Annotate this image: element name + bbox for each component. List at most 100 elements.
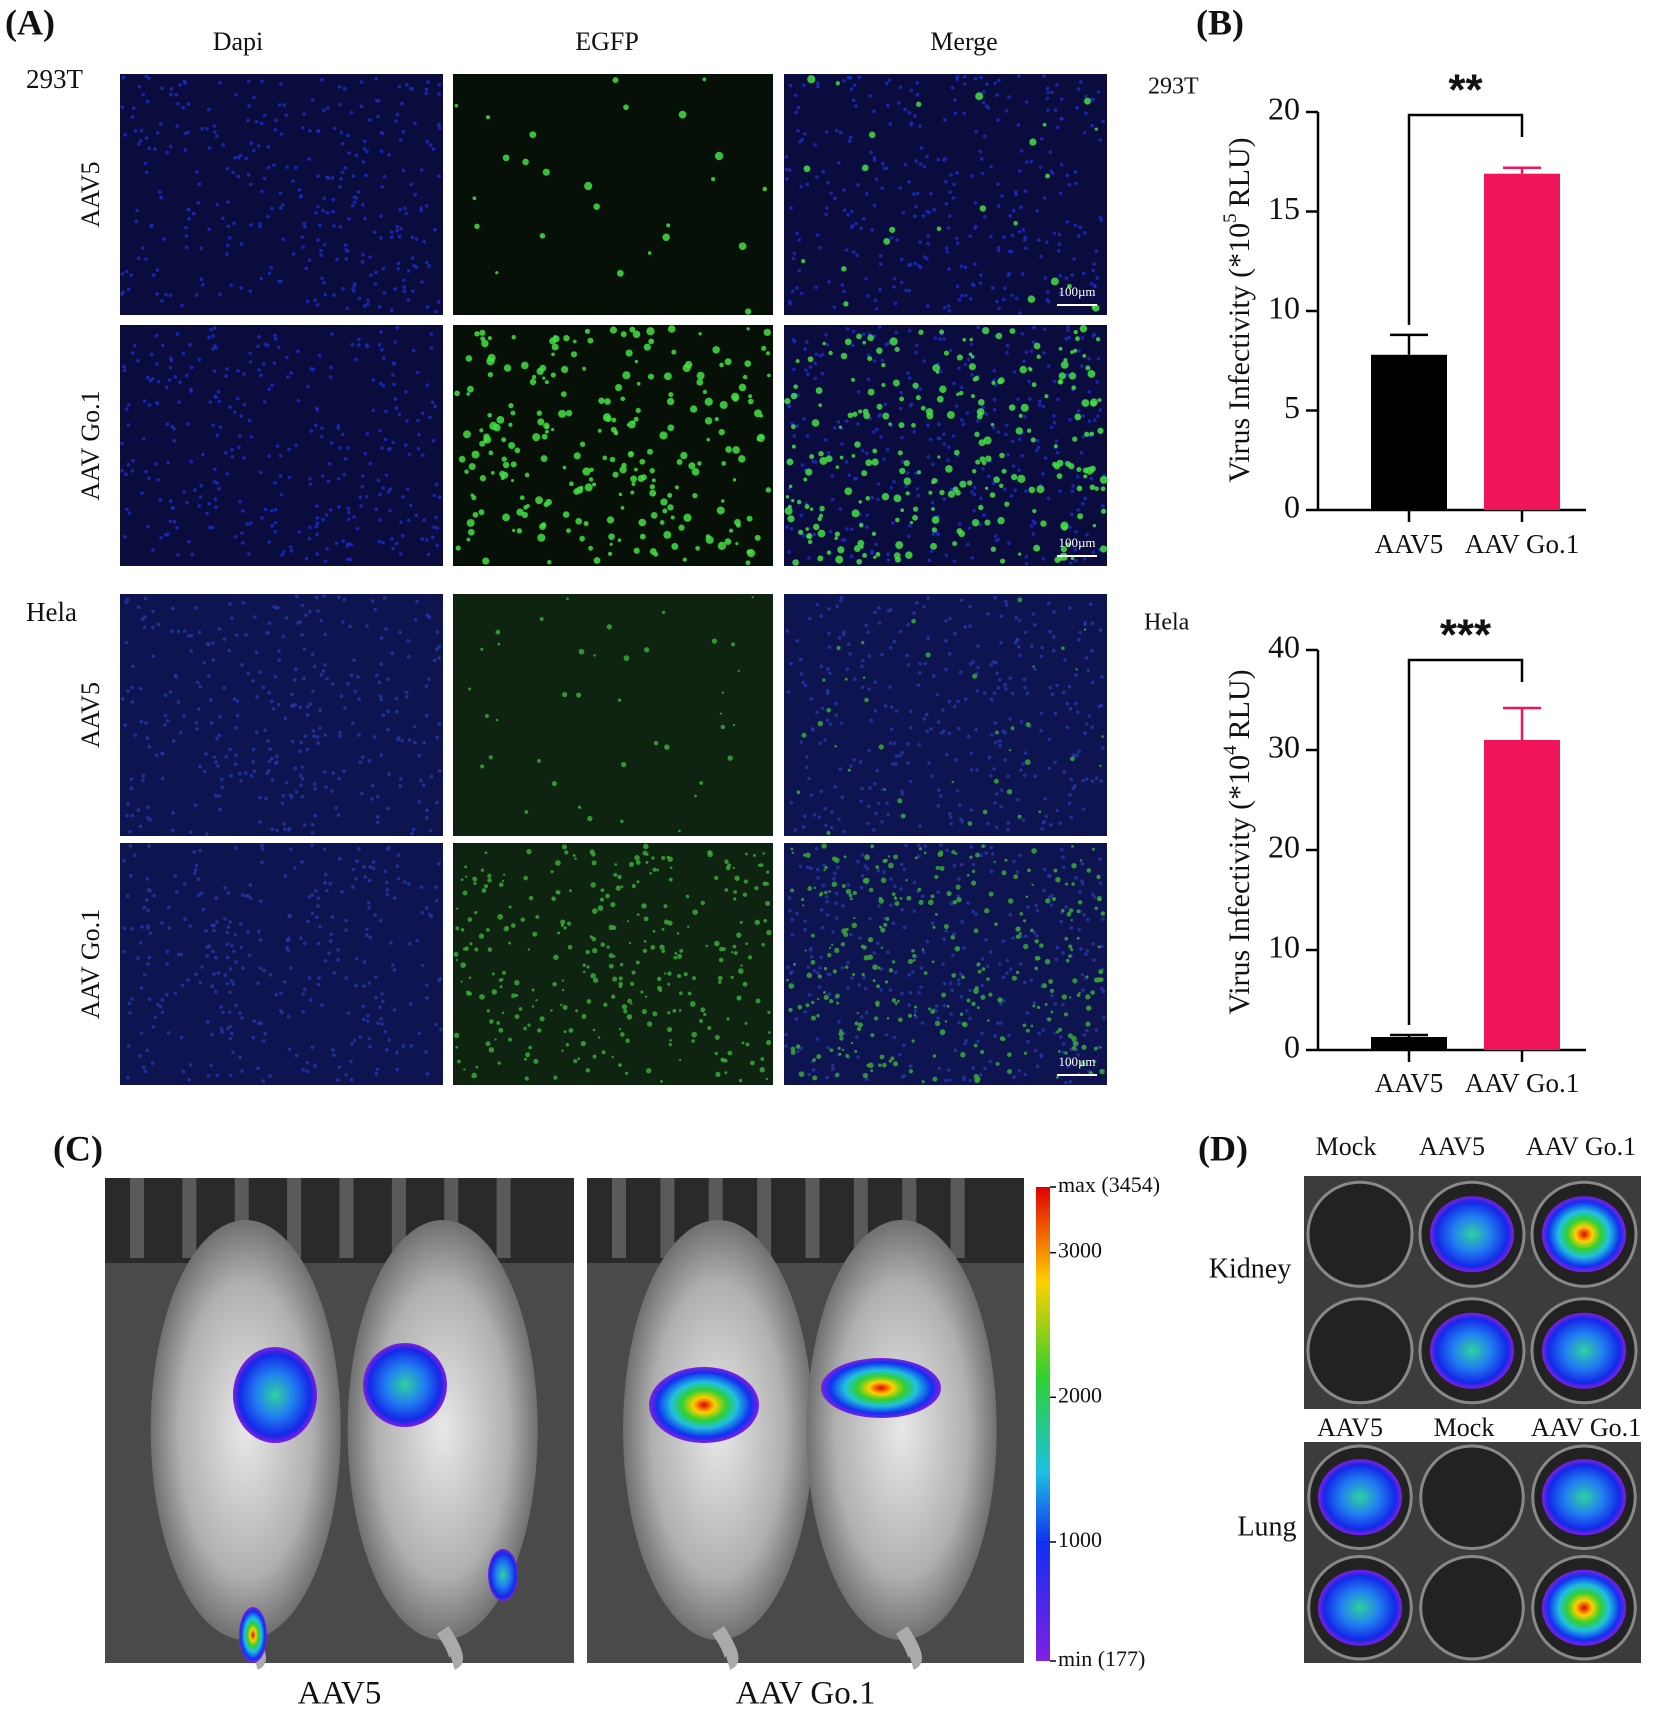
nucleus	[923, 661, 927, 666]
nucleus	[994, 825, 999, 830]
egfp-cell	[862, 553, 868, 558]
nucleus	[900, 789, 904, 793]
egfp-cell	[579, 441, 586, 447]
egfp-cell	[750, 1060, 755, 1066]
nucleus	[302, 647, 307, 651]
nucleus	[956, 978, 961, 982]
nucleus	[316, 204, 320, 209]
nucleus	[846, 985, 850, 990]
nucleus	[335, 257, 339, 262]
egfp-cell	[516, 528, 523, 534]
nucleus	[1083, 731, 1087, 735]
nucleus	[1008, 912, 1013, 917]
egfp-cell	[944, 1020, 948, 1023]
nucleus	[886, 812, 891, 817]
egfp-cell	[754, 886, 759, 891]
nucleus	[212, 928, 216, 933]
nucleus	[1053, 760, 1057, 765]
egfp-cell	[679, 1058, 682, 1062]
nucleus	[853, 677, 857, 682]
nucleus	[1009, 494, 1014, 498]
egfp-cell	[984, 486, 989, 490]
nucleus	[392, 968, 397, 972]
nucleus	[362, 139, 367, 144]
nucleus	[267, 387, 272, 392]
egfp-cell	[791, 851, 795, 855]
nucleus	[349, 542, 354, 547]
egfp-cell	[726, 1017, 730, 1021]
nucleus	[1061, 855, 1065, 860]
nucleus	[893, 884, 897, 888]
nucleus	[205, 1019, 210, 1024]
nucleus	[182, 882, 187, 887]
egfp-cell	[1048, 979, 1053, 984]
nucleus	[1048, 685, 1053, 690]
nucleus	[916, 683, 921, 688]
nucleus	[387, 152, 391, 157]
nucleus	[419, 885, 424, 889]
nucleus	[1059, 162, 1064, 167]
nucleus	[319, 248, 323, 253]
panel-label: (A)	[5, 2, 55, 42]
nucleus	[861, 332, 866, 337]
nucleus	[1073, 673, 1078, 677]
nucleus	[194, 605, 198, 610]
egfp-cell	[1028, 486, 1036, 494]
egfp-cell	[1032, 508, 1037, 514]
egfp-cell	[788, 1007, 793, 1013]
egfp-cell	[561, 988, 565, 992]
egfp-cell	[1060, 361, 1069, 369]
nucleus	[435, 543, 440, 548]
egfp-cell	[1099, 1069, 1103, 1072]
nucleus	[918, 661, 922, 666]
nucleus	[878, 254, 883, 258]
nucleus	[186, 130, 190, 135]
nucleus	[972, 492, 977, 497]
nucleus	[978, 1073, 983, 1077]
nucleus	[1061, 690, 1066, 695]
nucleus	[273, 333, 277, 338]
nucleus	[183, 917, 187, 922]
nucleus	[793, 828, 798, 832]
nucleus	[360, 755, 365, 759]
nucleus	[120, 697, 125, 701]
nucleus	[873, 334, 877, 338]
egfp-cell	[875, 865, 880, 870]
luminescence-signal	[233, 1347, 317, 1443]
egfp-cell	[879, 1054, 885, 1060]
egfp-cell	[1098, 969, 1104, 975]
egfp-cell	[472, 196, 477, 201]
nucleus	[927, 761, 931, 765]
nucleus	[1082, 130, 1087, 135]
egfp-cell	[719, 362, 724, 368]
nucleus	[155, 131, 160, 135]
egfp-cell	[659, 944, 665, 950]
egfp-cell	[712, 346, 720, 354]
nucleus	[942, 497, 947, 501]
nucleus	[378, 694, 383, 699]
egfp-cell	[979, 456, 986, 463]
nucleus	[864, 451, 869, 456]
egfp-cell	[974, 431, 980, 438]
nucleus	[936, 788, 941, 792]
egfp-cell	[1044, 958, 1051, 965]
nucleus	[147, 955, 152, 960]
nucleus	[830, 497, 835, 502]
nucleus	[175, 124, 179, 129]
egfp-cell	[682, 363, 691, 373]
nucleus	[1101, 989, 1106, 994]
egfp-cell	[462, 890, 468, 896]
nucleus	[1079, 947, 1083, 951]
egfp-cell	[514, 979, 520, 986]
nucleus	[368, 1044, 372, 1049]
nucleus	[216, 764, 220, 768]
egfp-cell	[562, 1005, 568, 1011]
egfp-cell	[805, 852, 811, 858]
nucleus	[422, 740, 426, 745]
nucleus	[316, 941, 321, 946]
nucleus	[130, 351, 135, 355]
nucleus	[122, 949, 126, 954]
egfp-cell	[618, 981, 623, 987]
nucleus	[1032, 325, 1036, 330]
egfp-cell	[474, 223, 480, 230]
